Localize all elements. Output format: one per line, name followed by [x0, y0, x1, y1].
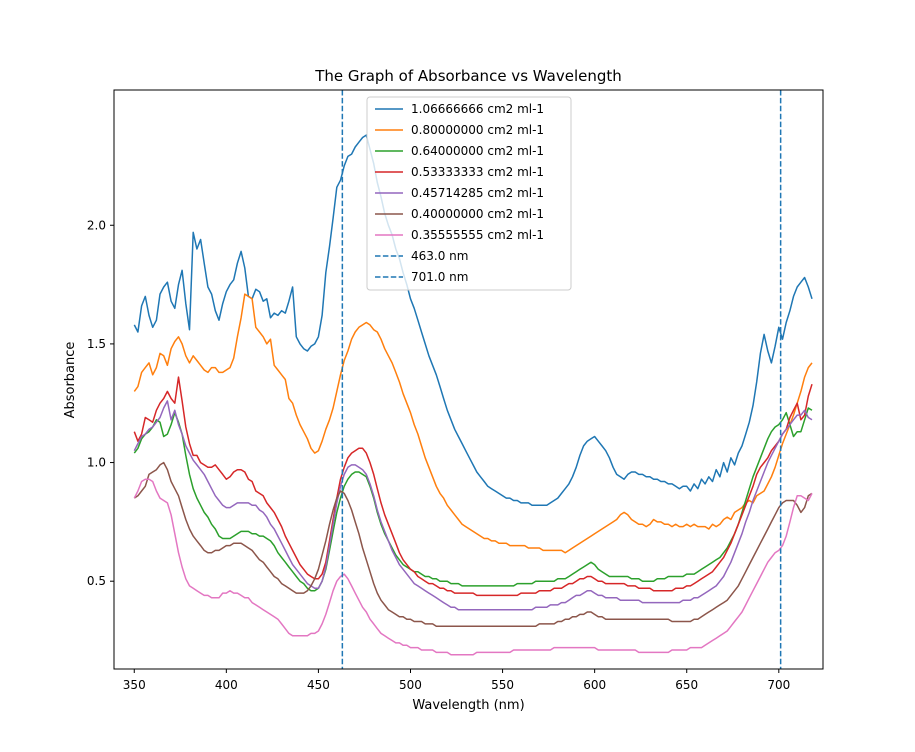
- x-tick-label: 700: [767, 678, 790, 692]
- reference-lines: [341, 90, 782, 669]
- y-tick-label: 2.0: [87, 218, 106, 232]
- x-tick-label: 600: [583, 678, 606, 692]
- legend-label-7: 0.35555555 cm2 ml-1: [411, 228, 544, 242]
- y-tick-label: 1.5: [87, 337, 106, 351]
- plot-frame: [113, 89, 824, 670]
- x-tick-label: 350: [123, 678, 146, 692]
- x-tick-label: 550: [491, 678, 514, 692]
- y-axis: 0.5 1.0 1.5 2.0: [87, 218, 114, 588]
- x-axis-label: Wavelength (nm): [412, 698, 524, 713]
- series-layer: [133, 134, 813, 656]
- legend-label-3: 0.64000000 cm2 ml-1: [411, 144, 544, 158]
- x-tick-label: 500: [399, 678, 422, 692]
- y-tick-label: 1.0: [87, 456, 106, 470]
- legend: 1.06666666 cm2 ml-1 0.80000000 cm2 ml-1 0.…: [366, 96, 572, 291]
- chart-title: The Graph of Absorbance vs Wavelength: [314, 67, 622, 85]
- legend-label-2: 0.80000000 cm2 ml-1: [411, 123, 544, 137]
- legend-label-6: 0.40000000 cm2 ml-1: [411, 207, 544, 221]
- series-line-1: [133, 134, 813, 507]
- x-axis: 350 400 450 500 550 600 650 700: [123, 669, 790, 692]
- series-line-3: [133, 407, 813, 592]
- x-tick-label: 450: [307, 678, 330, 692]
- x-tick-label: 400: [215, 678, 238, 692]
- legend-label-4: 0.53333333 cm2 ml-1: [411, 165, 544, 179]
- y-axis-label: Absorbance: [63, 342, 78, 419]
- series-line-2: [133, 293, 813, 554]
- legend-label-9: 701.0 nm: [411, 270, 468, 284]
- series-line-6: [133, 461, 813, 628]
- y-tick-label: 0.5: [87, 574, 106, 588]
- legend-box: [366, 96, 572, 291]
- x-tick-label: 650: [675, 678, 698, 692]
- legend-label-1: 1.06666666 cm2 ml-1: [411, 102, 544, 116]
- legend-label-5: 0.45714285 cm2 ml-1: [411, 186, 544, 200]
- plot-area: [113, 89, 824, 670]
- series-line-5: [133, 400, 813, 611]
- series-line-7: [133, 478, 813, 656]
- series-line-4: [133, 376, 813, 597]
- legend-label-8: 463.0 nm: [411, 249, 468, 263]
